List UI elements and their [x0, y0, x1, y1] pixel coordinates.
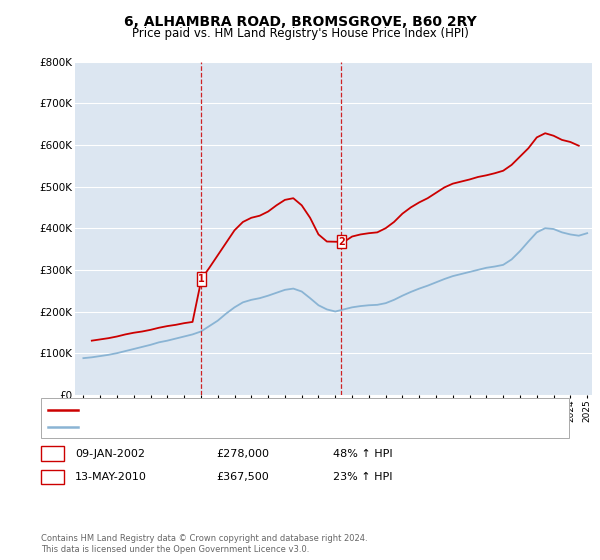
Text: 1: 1 — [198, 274, 205, 284]
Text: 13-MAY-2010: 13-MAY-2010 — [75, 472, 147, 482]
Text: Contains HM Land Registry data © Crown copyright and database right 2024.
This d: Contains HM Land Registry data © Crown c… — [41, 534, 367, 554]
FancyBboxPatch shape — [337, 235, 346, 249]
Text: 2: 2 — [338, 237, 345, 247]
Text: 09-JAN-2002: 09-JAN-2002 — [75, 449, 145, 459]
Text: 6, ALHAMBRA ROAD, BROMSGROVE, B60 2RY: 6, ALHAMBRA ROAD, BROMSGROVE, B60 2RY — [124, 15, 476, 29]
Text: HPI: Average price, detached house, Bromsgrove: HPI: Average price, detached house, Brom… — [83, 422, 338, 432]
FancyBboxPatch shape — [197, 272, 206, 286]
Text: 48% ↑ HPI: 48% ↑ HPI — [333, 449, 392, 459]
Text: £278,000: £278,000 — [216, 449, 269, 459]
Text: 1: 1 — [49, 449, 56, 459]
Text: 23% ↑ HPI: 23% ↑ HPI — [333, 472, 392, 482]
Text: Price paid vs. HM Land Registry's House Price Index (HPI): Price paid vs. HM Land Registry's House … — [131, 27, 469, 40]
Text: 2: 2 — [49, 472, 56, 482]
Text: £367,500: £367,500 — [216, 472, 269, 482]
Text: 6, ALHAMBRA ROAD, BROMSGROVE, B60 2RY (detached house): 6, ALHAMBRA ROAD, BROMSGROVE, B60 2RY (d… — [83, 405, 413, 415]
